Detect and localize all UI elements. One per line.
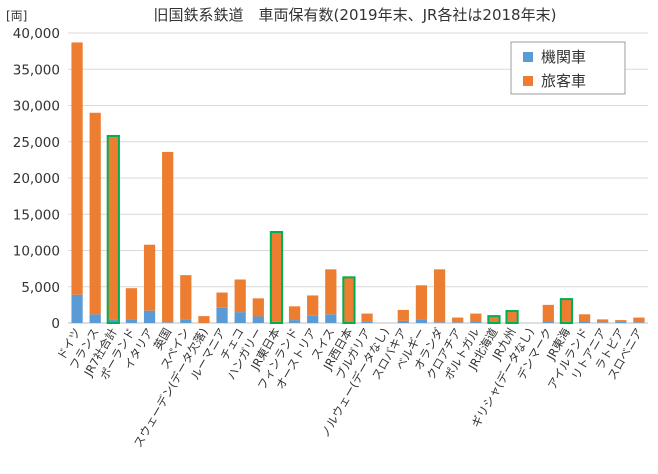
bar-locomotive <box>415 319 428 323</box>
y-tick-label: 10,000 <box>13 244 60 260</box>
bar-locomotive <box>162 322 174 323</box>
legend-label: 旅客車 <box>541 72 586 90</box>
bar-passenger-car <box>397 309 409 321</box>
bar-passenger-car <box>270 232 283 322</box>
bar-locomotive <box>125 319 138 323</box>
bar-locomotive <box>71 294 83 323</box>
bar-highlight-outline <box>269 231 284 324</box>
bar-passenger-car <box>415 285 428 320</box>
bar-locomotive <box>307 315 319 323</box>
bar-passenger-car <box>325 269 337 315</box>
bar-passenger-car <box>560 299 573 322</box>
bar-passenger-car <box>597 319 609 323</box>
bar-locomotive <box>252 316 264 323</box>
bar-passenger-car <box>288 306 301 321</box>
bar-locomotive <box>597 322 609 323</box>
bar-passenger-car <box>542 304 554 322</box>
bar-highlight-outline <box>106 134 120 324</box>
bar-passenger-car <box>506 311 518 323</box>
bar-passenger-car <box>343 277 355 323</box>
legend-swatch <box>523 76 533 86</box>
bar-passenger-car <box>125 288 138 320</box>
y-unit-label: [両] <box>6 9 27 23</box>
bar-locomotive <box>361 321 373 323</box>
bar-locomotive <box>216 307 228 323</box>
bar-locomotive <box>234 312 246 323</box>
bar-passenger-car <box>452 317 464 323</box>
bar-passenger-car <box>252 298 264 317</box>
bar-highlight-outline <box>342 276 356 325</box>
legend-swatch <box>523 52 533 62</box>
bar-passenger-car <box>198 316 210 323</box>
bar-locomotive <box>397 320 409 323</box>
bar-passenger-car <box>615 320 627 322</box>
bar-passenger-car <box>633 317 645 323</box>
chart-title: 旧国鉄系鉄道 車両保有数(2019年末、JR各社は2018年末) <box>154 6 557 24</box>
y-tick-label: 20,000 <box>13 171 60 187</box>
bar-locomotive <box>615 321 627 323</box>
bar-highlight-outline <box>487 315 501 324</box>
y-tick-label: 40,000 <box>13 26 60 42</box>
bar-locomotive <box>578 321 591 323</box>
y-tick-label: 15,000 <box>13 207 60 223</box>
bar-passenger-car <box>216 292 228 308</box>
bar-passenger-car <box>234 279 246 313</box>
y-tick-label: 25,000 <box>13 135 60 151</box>
bar-locomotive <box>452 322 464 323</box>
bar-locomotive <box>288 320 301 323</box>
bar-passenger-car <box>578 314 591 322</box>
y-tick-label: 30,000 <box>13 99 60 115</box>
bar-passenger-car <box>71 42 83 295</box>
bar-locomotive <box>107 319 119 323</box>
bar-passenger-car <box>470 313 482 322</box>
bar-locomotive <box>325 314 337 323</box>
bar-highlight-outline <box>559 298 574 325</box>
bar-passenger-car <box>162 151 174 323</box>
y-tick-label: 0 <box>51 316 60 332</box>
bar-passenger-car <box>361 313 373 322</box>
bar-locomotive <box>89 314 101 323</box>
legend-label: 機関車 <box>541 48 586 66</box>
bar-locomotive <box>180 319 192 323</box>
bar-highlight-outline <box>505 310 519 325</box>
bar-locomotive <box>433 322 446 323</box>
bar-passenger-car <box>107 135 119 320</box>
bar-passenger-car <box>307 295 319 316</box>
bar-locomotive <box>542 321 554 323</box>
bar-passenger-car <box>488 316 500 323</box>
bar-passenger-car <box>89 112 101 315</box>
y-tick-label: 5,000 <box>21 280 60 296</box>
bar-passenger-car <box>180 275 192 320</box>
y-tick-label: 35,000 <box>13 62 60 78</box>
bar-locomotive <box>143 310 156 323</box>
bar-passenger-car <box>143 244 156 311</box>
bar-passenger-car <box>433 269 446 323</box>
bar-locomotive <box>470 321 482 323</box>
bar-locomotive <box>633 322 645 323</box>
